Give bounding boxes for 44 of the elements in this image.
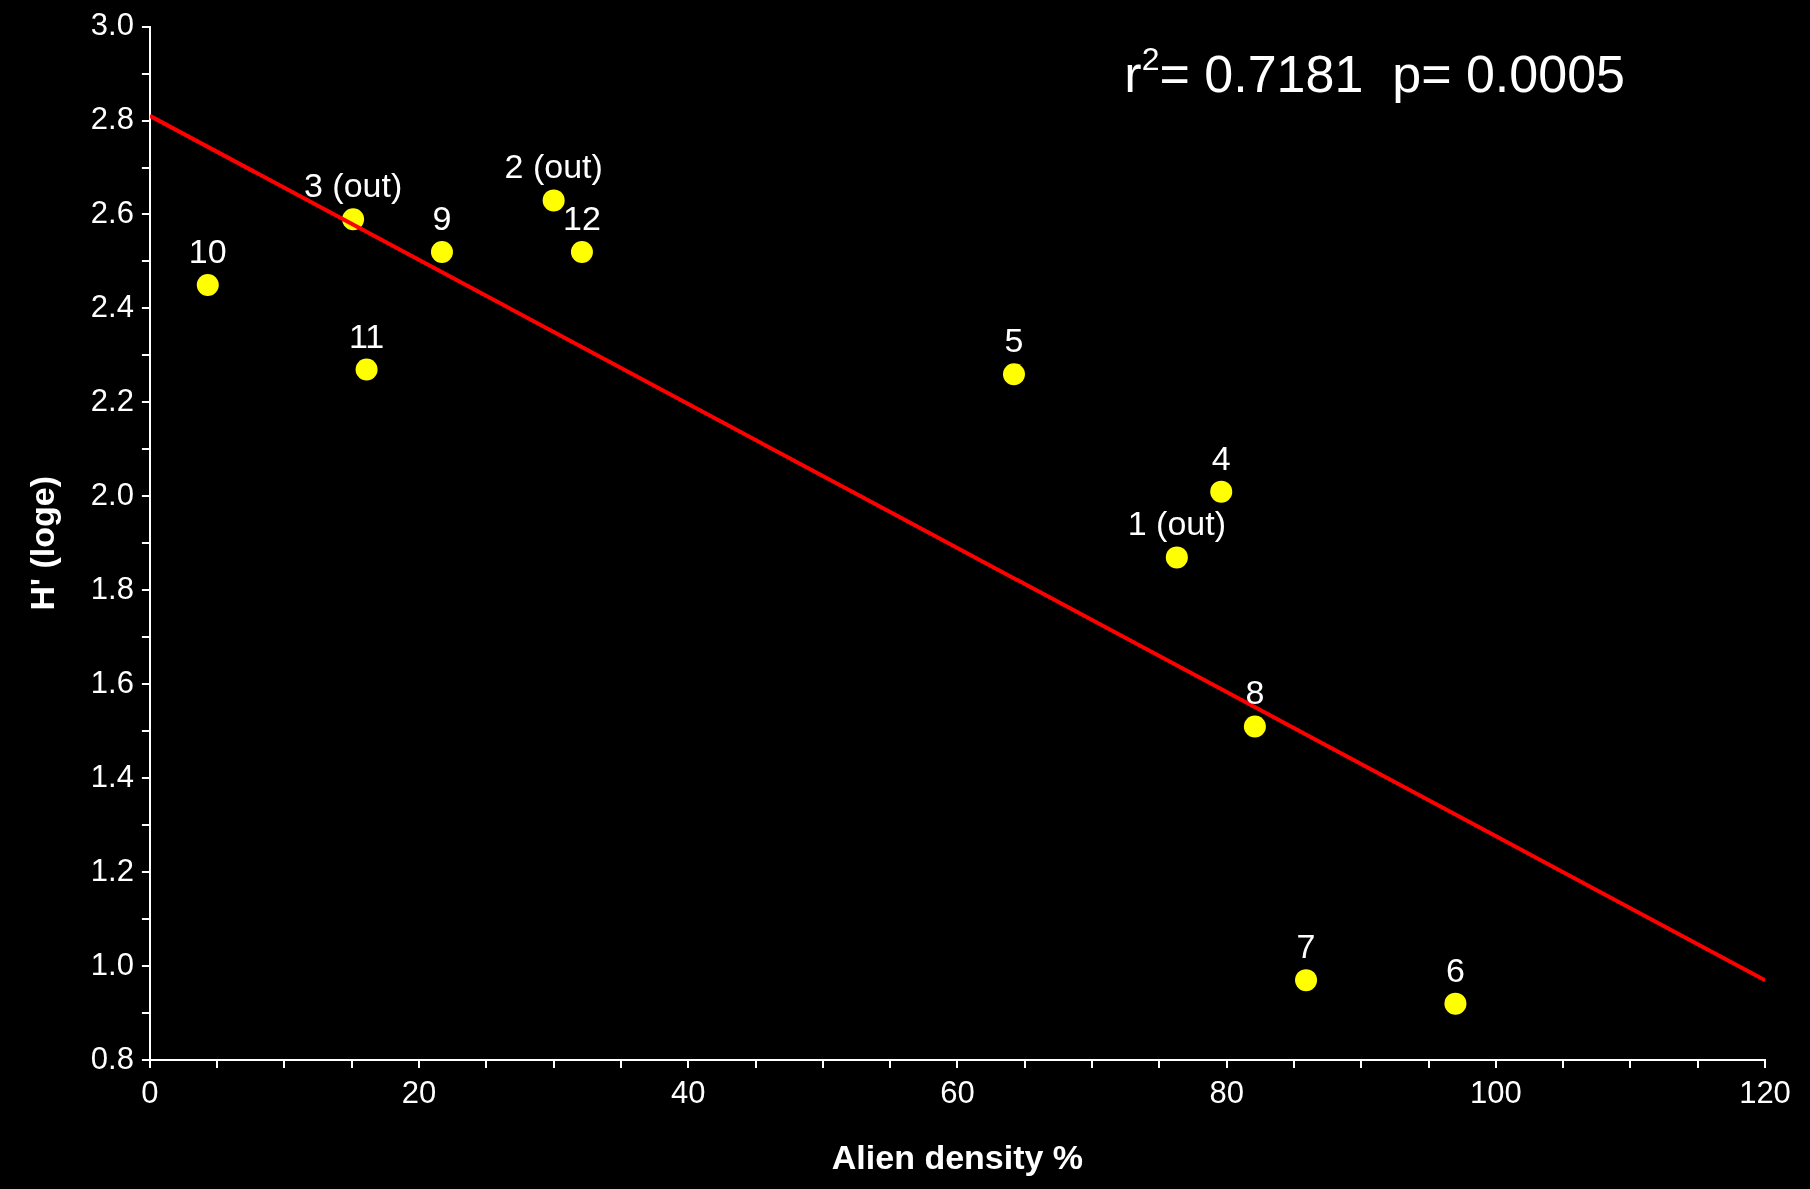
annotation: 8 <box>1245 673 1265 712</box>
annotation: 3 (out) <box>304 166 403 205</box>
point <box>196 273 219 296</box>
annotation: 10 <box>188 231 227 270</box>
point <box>542 189 565 212</box>
x-tick-label: 120 <box>1739 1075 1791 1111</box>
annotation: 2 (out) <box>504 147 603 186</box>
y-tick-label: 1.0 <box>90 946 134 982</box>
x-tick-label: 0 <box>141 1075 159 1111</box>
point <box>1002 363 1025 386</box>
y-tick-label: 1.6 <box>90 664 134 700</box>
y-tick-label: 3.0 <box>90 7 134 43</box>
point <box>1295 969 1318 992</box>
y-tick-label: 0.8 <box>90 1040 134 1076</box>
y-tick-label: 2.2 <box>90 382 134 418</box>
point <box>1165 546 1188 569</box>
y-tick-label: 2.0 <box>90 476 134 512</box>
x-tick-label: 40 <box>671 1075 706 1111</box>
x-tick-label: 20 <box>401 1075 437 1111</box>
point <box>1444 992 1467 1015</box>
annotation: 12 <box>563 199 601 238</box>
annotation: 1 (out) <box>1127 504 1226 543</box>
y-tick-label: 1.4 <box>90 758 134 794</box>
x-axis-title: Alien density % <box>831 1137 1084 1176</box>
x-tick-label: 100 <box>1469 1075 1522 1111</box>
y-tick-label: 2.8 <box>90 101 134 137</box>
point <box>430 241 453 264</box>
point <box>1243 715 1266 738</box>
annotation: 6 <box>1445 950 1465 989</box>
annotation: 5 <box>1004 321 1024 360</box>
annotation: 11 <box>348 316 385 355</box>
point <box>1210 480 1233 503</box>
y-tick-label: 1.8 <box>90 570 134 606</box>
y-tick-label: 2.6 <box>90 195 134 231</box>
point <box>570 241 593 264</box>
point <box>355 358 378 381</box>
x-tick-label: 60 <box>940 1075 975 1111</box>
y-tick-label: 1.2 <box>90 852 134 888</box>
y-tick-label: 2.4 <box>90 288 134 324</box>
annotation: 9 <box>432 199 452 238</box>
annotation: 7 <box>1296 927 1316 966</box>
x-tick-label: 80 <box>1209 1075 1244 1111</box>
annotation: 4 <box>1211 438 1231 477</box>
y-axis-title: H' (loge) <box>22 475 61 611</box>
